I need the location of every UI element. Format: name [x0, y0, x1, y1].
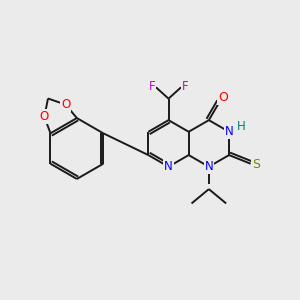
Text: S: S	[252, 158, 260, 171]
Text: N: N	[164, 160, 173, 173]
Text: H: H	[237, 120, 245, 133]
Text: O: O	[218, 92, 228, 104]
Text: N: N	[225, 125, 233, 138]
Text: N: N	[205, 160, 213, 173]
Text: F: F	[182, 80, 188, 93]
Text: O: O	[40, 110, 49, 123]
Text: F: F	[149, 80, 155, 93]
Text: O: O	[61, 98, 70, 111]
